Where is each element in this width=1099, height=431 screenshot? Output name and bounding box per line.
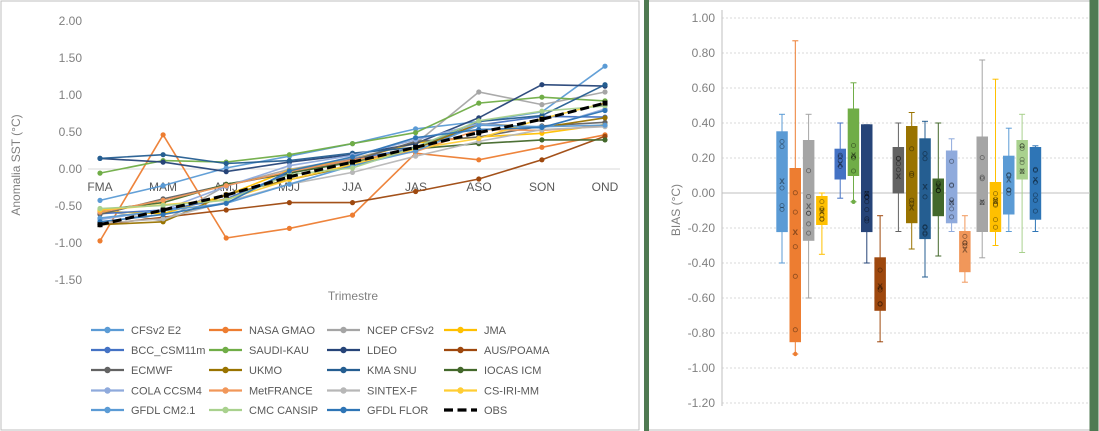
svg-text:-1.00: -1.00 bbox=[55, 236, 83, 250]
svg-text:CMC CANSIP: CMC CANSIP bbox=[249, 405, 318, 417]
svg-text:LDEO: LDEO bbox=[367, 345, 397, 357]
svg-text:x: x bbox=[909, 203, 915, 214]
svg-text:SON: SON bbox=[529, 180, 555, 194]
svg-text:0.60: 0.60 bbox=[692, 81, 716, 95]
svg-text:ECMWF: ECMWF bbox=[131, 365, 173, 377]
svg-text:x: x bbox=[819, 206, 825, 217]
svg-text:x: x bbox=[979, 197, 985, 208]
svg-text:ASO: ASO bbox=[466, 180, 491, 194]
svg-text:-0.50: -0.50 bbox=[55, 199, 83, 213]
svg-text:SINTEX-F: SINTEX-F bbox=[367, 386, 417, 398]
svg-text:COLA CCSM4: COLA CCSM4 bbox=[131, 386, 202, 398]
svg-text:JMA: JMA bbox=[484, 325, 507, 337]
svg-text:0.80: 0.80 bbox=[692, 46, 716, 60]
svg-text:IOCAS ICM: IOCAS ICM bbox=[484, 365, 541, 377]
svg-text:x: x bbox=[779, 176, 785, 187]
svg-text:x: x bbox=[936, 182, 942, 193]
svg-text:CFSv2 E2: CFSv2 E2 bbox=[131, 325, 181, 337]
svg-text:MetFRANCE: MetFRANCE bbox=[249, 386, 313, 398]
svg-text:0.00: 0.00 bbox=[59, 162, 83, 176]
svg-text:OND: OND bbox=[592, 180, 619, 194]
svg-text:NASA GMAO: NASA GMAO bbox=[249, 325, 315, 337]
svg-text:x: x bbox=[1019, 166, 1025, 177]
svg-text:x: x bbox=[949, 197, 955, 208]
svg-text:-0.40: -0.40 bbox=[688, 256, 716, 270]
svg-text:2.00: 2.00 bbox=[59, 14, 83, 28]
svg-text:0.20: 0.20 bbox=[692, 151, 716, 165]
svg-text:x: x bbox=[806, 201, 812, 212]
svg-text:x: x bbox=[993, 196, 999, 207]
svg-text:0.40: 0.40 bbox=[692, 116, 716, 130]
svg-text:x: x bbox=[793, 227, 799, 238]
svg-text:-0.60: -0.60 bbox=[688, 291, 716, 305]
svg-text:-0.20: -0.20 bbox=[688, 221, 716, 235]
svg-text:AUS/POAMA: AUS/POAMA bbox=[484, 345, 550, 357]
svg-text:-0.80: -0.80 bbox=[688, 326, 716, 340]
svg-text:NCEP CFSv2: NCEP CFSv2 bbox=[367, 325, 434, 337]
svg-text:GFDL CM2.1: GFDL CM2.1 bbox=[131, 405, 195, 417]
svg-text:x: x bbox=[864, 189, 870, 200]
svg-text:-1.50: -1.50 bbox=[55, 273, 83, 287]
svg-text:x: x bbox=[896, 171, 902, 182]
svg-text:KMA SNU: KMA SNU bbox=[367, 365, 417, 377]
svg-text:x: x bbox=[922, 182, 928, 193]
svg-text:BCC_CSM11m: BCC_CSM11m bbox=[131, 345, 205, 357]
svg-text:-1.00: -1.00 bbox=[688, 361, 716, 375]
svg-text:SAUDI-KAU: SAUDI-KAU bbox=[249, 345, 309, 357]
svg-text:0.00: 0.00 bbox=[692, 186, 716, 200]
svg-text:FMA: FMA bbox=[87, 180, 112, 194]
svg-text:BIAS (°C): BIAS (°C) bbox=[669, 184, 683, 236]
svg-text:GFDL FLOR: GFDL FLOR bbox=[367, 405, 428, 417]
svg-text:UKMO: UKMO bbox=[249, 365, 282, 377]
svg-text:x: x bbox=[962, 245, 968, 256]
svg-text:Trimestre: Trimestre bbox=[328, 289, 379, 303]
svg-text:1.00: 1.00 bbox=[692, 11, 716, 25]
svg-text:JJA: JJA bbox=[342, 180, 362, 194]
svg-text:OBS: OBS bbox=[484, 405, 507, 417]
svg-text:x: x bbox=[1033, 175, 1039, 186]
svg-text:x: x bbox=[837, 159, 843, 170]
svg-text:-1.20: -1.20 bbox=[688, 396, 716, 410]
svg-text:x: x bbox=[851, 150, 857, 161]
svg-text:x: x bbox=[1006, 175, 1012, 186]
svg-text:Anomalia SST (°C): Anomalia SST (°C) bbox=[9, 114, 23, 215]
svg-text:1.50: 1.50 bbox=[59, 51, 83, 65]
svg-text:CS-IRI-MM: CS-IRI-MM bbox=[484, 386, 539, 398]
svg-text:0.50: 0.50 bbox=[59, 125, 83, 139]
svg-text:1.00: 1.00 bbox=[59, 88, 83, 102]
svg-text:x: x bbox=[877, 281, 883, 292]
